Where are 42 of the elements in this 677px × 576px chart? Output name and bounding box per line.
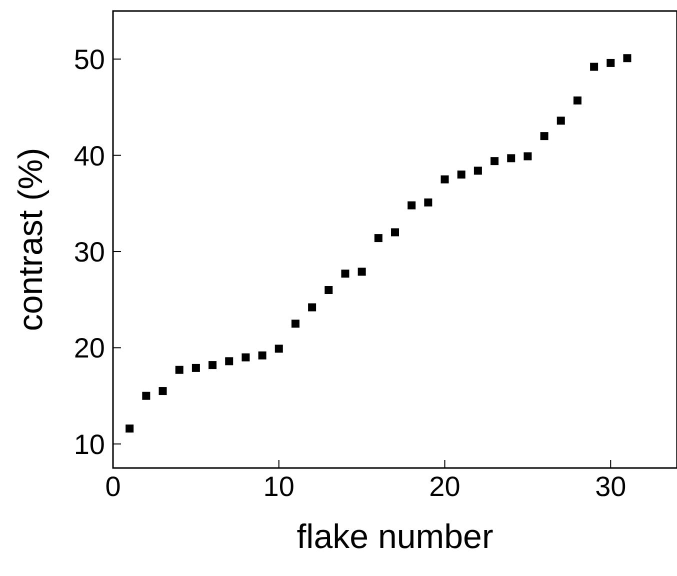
point (424, 198, 432, 206)
y-tick-label: 40 (74, 140, 105, 172)
point (573, 96, 582, 104)
point (192, 364, 200, 372)
point (341, 270, 350, 278)
point (308, 303, 316, 312)
point (590, 62, 598, 71)
point (225, 357, 234, 366)
point (175, 366, 184, 374)
x-tick-label: 30 (595, 470, 626, 502)
x-tick-label: 20 (429, 470, 460, 502)
point (623, 54, 632, 62)
point (606, 58, 615, 67)
point (324, 286, 333, 294)
point (208, 361, 217, 370)
y-tick-label: 30 (74, 236, 105, 268)
point (524, 152, 532, 160)
point (242, 353, 250, 362)
point (374, 234, 382, 242)
x-tick-label: 0 (105, 470, 121, 502)
point (291, 320, 300, 328)
x-tick-label: 10 (263, 470, 294, 502)
point (391, 228, 399, 236)
point (274, 344, 283, 353)
y-tick-label: 50 (74, 44, 105, 76)
point (540, 132, 548, 140)
point (358, 268, 366, 276)
point (474, 166, 482, 175)
point (158, 387, 167, 396)
point (457, 170, 466, 179)
point (556, 116, 565, 125)
x-axis-title: flake number (296, 518, 494, 556)
point (408, 201, 416, 210)
point (258, 351, 266, 360)
y-tick-label: 10 (74, 428, 105, 460)
point (440, 175, 449, 184)
y-axis-title: contrast (%) (12, 148, 50, 332)
point (142, 392, 150, 400)
y-tick-label: 20 (74, 332, 105, 364)
point (126, 424, 134, 433)
point (490, 157, 499, 166)
point (507, 154, 516, 162)
